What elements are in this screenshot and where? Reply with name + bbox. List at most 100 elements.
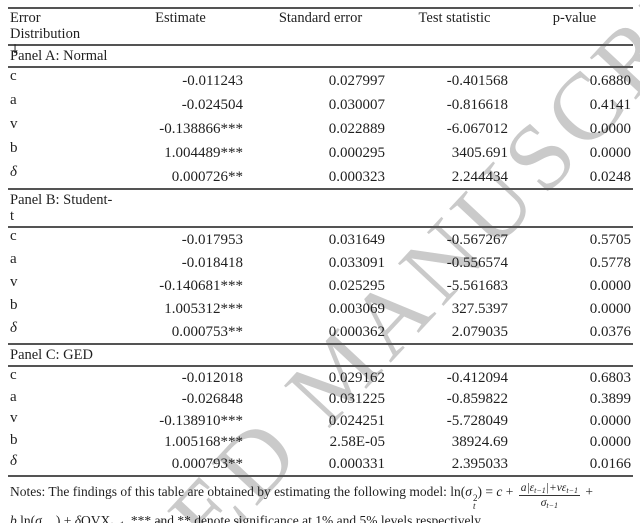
p-value-cell: 0.0000: [589, 434, 631, 450]
p-value-cell: 0.0000: [589, 145, 631, 161]
p-value-cell: 0.0000: [589, 301, 631, 317]
param-cell-delta: δ: [10, 320, 17, 336]
test-statistic-cell: -5.561683: [446, 278, 508, 294]
notes-line-1: Notes: The findings of this table are ob…: [10, 482, 635, 511]
rule-divider: [8, 66, 633, 68]
rule-divider: [8, 44, 633, 46]
panel-b-label: Panel B: Student-t: [8, 190, 633, 226]
table-row: v -0.138866*** 0.022889 -6.067012 0.0000: [8, 116, 633, 140]
p-value-cell: 0.0166: [589, 455, 631, 472]
std-error-cell: 0.027997: [328, 73, 385, 89]
panel-a-label: Panel A: Normal: [8, 46, 633, 66]
p-value-cell: 0.5705: [589, 232, 631, 248]
param-cell: c: [10, 367, 17, 383]
std-error-cell: 0.000362: [328, 324, 385, 340]
p-value-cell: 0.0000: [589, 121, 631, 137]
estimate-cell: -0.011243: [182, 73, 243, 89]
down-arrow-icon: ↓: [10, 42, 21, 56]
std-error-cell: 0.029162: [328, 369, 385, 386]
table-row: δ 0.000726** 0.000323 2.244434 0.0248: [8, 164, 633, 188]
estimate-cell: -0.138910***: [159, 412, 243, 429]
test-statistic-cell: 327.5397: [451, 301, 508, 317]
std-error-cell: 0.024251: [328, 412, 385, 429]
param-cell: v: [10, 410, 18, 426]
test-statistic-cell: 38924.69: [451, 434, 508, 450]
p-value-cell: 0.0000: [589, 412, 631, 429]
param-cell: v: [10, 116, 18, 132]
test-statistic-cell: -0.859822: [446, 391, 508, 407]
panel-c-label-line1: Panel C: GED: [10, 347, 93, 363]
panel-b-label-line1: Panel B: Student-: [10, 192, 113, 208]
param-cell: a: [10, 388, 17, 405]
std-error-cell: 0.033091: [328, 255, 385, 271]
table-row: a -0.024504 0.030007 -0.816618 0.4141: [8, 92, 633, 116]
rule-divider: [8, 343, 633, 345]
column-header-p-value: p-value: [552, 10, 597, 26]
column-header-standard-error: Standard error: [278, 10, 363, 26]
table-row: b 1.004489*** 0.000295 3405.691 0.0000: [8, 140, 633, 164]
estimate-cell: -0.024504: [181, 97, 243, 113]
std-error-cell: 0.003069: [328, 301, 385, 317]
std-error-cell: 0.031225: [328, 391, 385, 407]
panel-b-rows: c -0.017953 0.031649 -0.567267 0.5705 a …: [8, 228, 633, 343]
p-value-cell: 0.3899: [589, 391, 631, 407]
estimate-cell: -0.140681***: [159, 278, 243, 294]
param-cell-delta: δ: [10, 453, 17, 469]
std-error-cell: 0.030007: [328, 97, 385, 113]
test-statistic-cell: -0.412094: [446, 369, 508, 386]
p-value-cell: 0.4141: [589, 97, 631, 113]
panel-c-label: Panel C: GED: [8, 345, 633, 365]
notes-line-2: b ln(σ2t−1) + δOVXt−1. *** and ** denote…: [10, 511, 635, 523]
p-value-cell: 0.6803: [589, 369, 631, 386]
fraction-denominator: σt−1: [540, 496, 558, 510]
param-cell: v: [10, 274, 18, 290]
notes-intro: Notes: The findings of this table are ob…: [10, 483, 451, 499]
table-row: δ 0.000753** 0.000362 2.079035 0.0376: [8, 320, 633, 343]
test-statistic-cell: -0.567267: [446, 232, 508, 248]
test-statistic-cell: -0.556574: [446, 255, 508, 271]
std-error-cell: 0.025295: [328, 278, 385, 294]
table-row: b 1.005168*** 2.58E-05 38924.69 0.0000: [8, 432, 633, 454]
test-statistic-cell: 2.079035: [451, 324, 508, 340]
table-notes: Notes: The findings of this table are ob…: [10, 482, 635, 523]
p-value-cell: 0.6880: [589, 73, 631, 89]
table-row: a -0.018418 0.033091 -0.556574 0.5778: [8, 251, 633, 274]
std-error-cell: 2.58E-05: [329, 434, 385, 450]
p-value-cell: 0.0248: [589, 169, 631, 185]
std-error-cell: 0.022889: [328, 121, 385, 137]
panel-a-rows: c -0.011243 0.027997 -0.401568 0.6880 a …: [8, 68, 633, 188]
test-statistic-cell: -0.401568: [446, 73, 508, 89]
significance-note: . *** and ** denote significance at 1% a…: [124, 512, 484, 523]
test-statistic-cell: -6.067012: [446, 121, 508, 137]
estimate-cell: 0.000753**: [171, 324, 243, 340]
column-header-error-distribution: Error Distribution ↓: [8, 10, 113, 57]
rule-divider: [8, 188, 633, 190]
table-row: a -0.026848 0.031225 -0.859822 0.3899: [8, 389, 633, 411]
estimate-cell: 1.004489***: [164, 145, 243, 161]
p-value-cell: 0.0000: [589, 278, 631, 294]
table-row: v -0.140681*** 0.025295 -5.561683 0.0000: [8, 274, 633, 297]
estimate-cell: 0.000726**: [171, 169, 243, 185]
test-statistic-cell: 2.244434: [451, 169, 508, 185]
rule-divider: [8, 226, 633, 228]
table-row: δ 0.000793** 0.000331 2.395033 0.0166: [8, 453, 633, 475]
column-header-test-statistic: Test statistic: [418, 10, 491, 26]
results-table: Error Distribution ↓ Estimate Standard er…: [8, 7, 633, 477]
panel-b-label-line2: t: [10, 208, 15, 224]
table-row: b 1.005312*** 0.003069 327.5397 0.0000: [8, 297, 633, 320]
param-cell: b: [10, 297, 18, 313]
std-error-cell: 0.000323: [328, 169, 385, 185]
estimate-cell: -0.138866***: [159, 121, 243, 137]
param-cell: a: [10, 92, 17, 108]
table-header-row: Error Distribution ↓ Estimate Standard er…: [8, 9, 633, 56]
std-error-cell: 0.000331: [328, 455, 385, 472]
estimate-cell: -0.026848: [181, 391, 243, 407]
param-cell: b: [10, 140, 18, 156]
table-row: c -0.012018 0.029162 -0.412094 0.6803: [8, 367, 633, 389]
panel-a-label-line1: Panel A: Normal: [10, 48, 108, 64]
param-cell: a: [10, 251, 17, 267]
table-content: Error Distribution ↓ Estimate Standard er…: [0, 7, 640, 523]
rule-bottom: [8, 474, 633, 477]
